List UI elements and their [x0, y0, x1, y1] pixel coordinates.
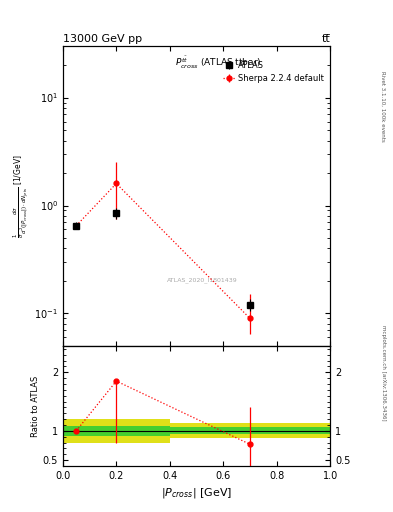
X-axis label: $|P_{cross}|$ [GeV]: $|P_{cross}|$ [GeV]	[161, 486, 232, 500]
Text: ATLAS_2020_I1801439: ATLAS_2020_I1801439	[167, 277, 237, 283]
Text: 13000 GeV pp: 13000 GeV pp	[63, 33, 142, 44]
Y-axis label: Ratio to ATLAS: Ratio to ATLAS	[31, 375, 40, 437]
Text: Rivet 3.1.10, 100k events: Rivet 3.1.10, 100k events	[381, 71, 386, 141]
Text: $P_{cross}^{t\bar{t}}$ (ATLAS ttbar): $P_{cross}^{t\bar{t}}$ (ATLAS ttbar)	[174, 55, 261, 71]
Text: mcplots.cern.ch [arXiv:1306.3436]: mcplots.cern.ch [arXiv:1306.3436]	[381, 325, 386, 420]
Legend: ATLAS, Sherpa 2.2.4 default: ATLAS, Sherpa 2.2.4 default	[219, 57, 328, 87]
Y-axis label: $\frac{1}{\sigma}\frac{d\sigma}{d^2(|P_{cross}|)\cdot dN_{jets}}$ [1/GeV]: $\frac{1}{\sigma}\frac{d\sigma}{d^2(|P_{…	[12, 154, 31, 238]
Text: tt̅: tt̅	[321, 33, 330, 44]
